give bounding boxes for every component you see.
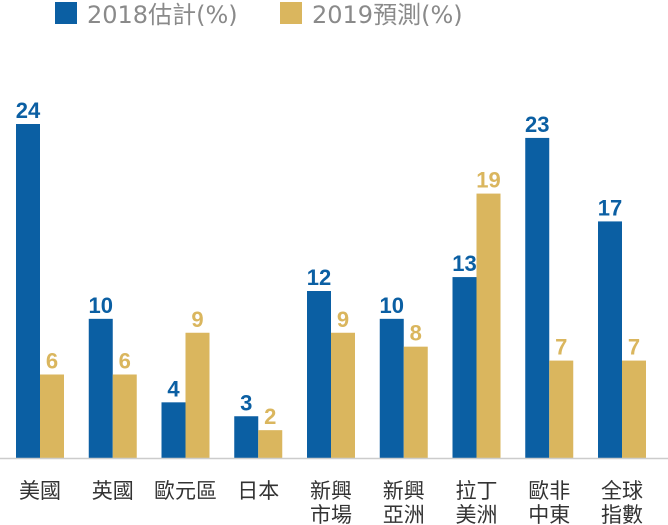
bar-s1-c6 [379,318,404,458]
category-label-3: 歐元區 [154,479,217,503]
category-label-6-line1: 新興 [383,479,425,503]
bar-s2-c6 [403,346,428,458]
bar-s1-c4 [234,416,259,458]
bar-s1-c3 [161,402,186,458]
category-label-9-line1: 全球 [601,479,643,503]
value-label-s1-c9: 17 [598,195,622,220]
value-label-s1-c1: 24 [16,98,41,123]
value-label-s1-c2: 10 [89,293,113,318]
value-label-s2-c8: 7 [555,335,567,360]
bar-s1-c1 [16,124,40,458]
bar-s2-c9 [622,360,646,458]
category-label-7-line2: 美洲 [456,503,498,525]
legend-label-1: 2018估計(%) [87,1,238,29]
bar-s1-c5 [307,291,331,458]
value-label-s2-c7: 19 [476,168,500,193]
value-label-s2-c6: 8 [410,321,422,346]
value-label-s1-c6: 10 [380,293,404,318]
category-label-7-line1: 拉丁 [456,479,498,503]
legend-swatch-1 [55,2,77,24]
category-label-5-line1: 新興 [310,479,352,503]
bar-s2-c1 [40,374,64,458]
bar-s2-c5 [331,332,355,458]
category-label-9-line2: 指數 [601,503,643,525]
value-label-s2-c3: 9 [191,307,203,332]
bar-s1-c8 [525,137,550,458]
bar-s1-c9 [598,221,622,458]
category-label-5-line2: 市場 [310,503,352,525]
category-label-4: 日本 [237,479,279,503]
value-label-s1-c3: 4 [167,376,180,401]
bar-s2-c3 [185,332,210,458]
category-label-2: 英國 [92,479,134,503]
value-label-s2-c2: 6 [119,349,131,374]
bar-s1-c7 [452,277,477,458]
legend-label-2: 2019預測(%) [312,1,463,29]
bar-s2-c2 [112,374,137,458]
category-label-6-line2: 亞洲 [383,503,425,525]
value-label-s2-c4: 2 [264,404,276,429]
legend-swatch-2 [280,2,302,24]
legend: 2018估計(%) 2019預測(%) [55,1,463,29]
value-label-s2-c1: 6 [46,349,58,374]
value-label-s2-c5: 9 [337,307,349,332]
bar-s1-c2 [88,318,113,458]
category-label-1: 美國 [19,479,61,503]
bar-s2-c4 [258,430,283,458]
value-label-s1-c8: 23 [525,112,549,137]
bar-s2-c7 [476,193,501,459]
value-label-s1-c4: 3 [240,390,252,415]
value-label-s2-c9: 7 [628,335,640,360]
value-label-s1-c5: 12 [307,265,331,290]
category-label-8-line1: 歐非 [528,479,570,503]
bar-s2-c8 [549,360,574,458]
category-label-8-line2: 中東 [528,503,570,525]
value-label-s1-c7: 13 [452,251,476,276]
bars [16,124,646,459]
